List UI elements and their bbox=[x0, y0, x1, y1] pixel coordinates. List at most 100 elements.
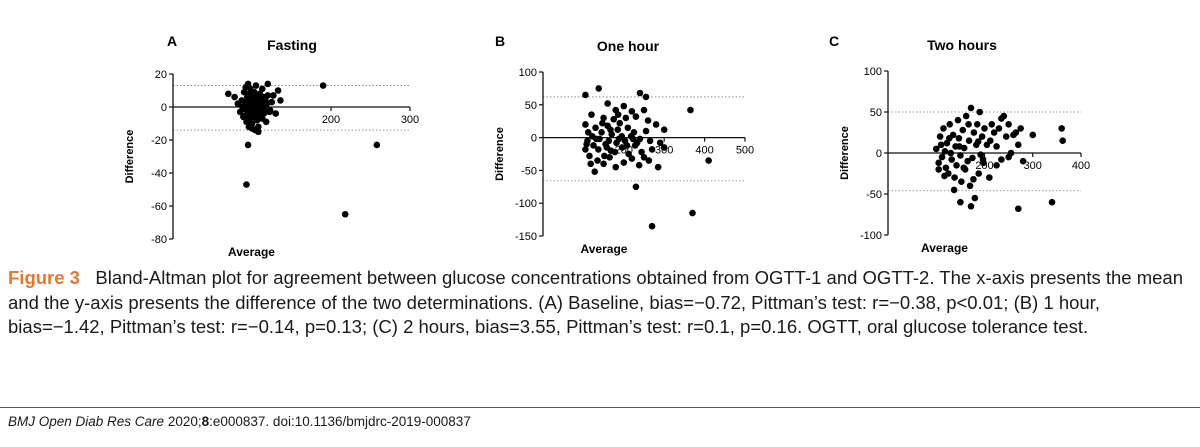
panel-b-data-point bbox=[632, 113, 640, 120]
panel-b-data-point bbox=[629, 135, 637, 143]
panel-b-data-point bbox=[656, 139, 664, 147]
panel-b-y-tick-label: -150 bbox=[515, 231, 537, 243]
panel-c-x-tick-label: 200 bbox=[975, 160, 993, 172]
panel-b-data-point bbox=[595, 85, 603, 92]
panel-c-data-point bbox=[950, 186, 958, 194]
panel-b-data-point bbox=[642, 93, 650, 101]
panel-c-data-point bbox=[946, 121, 954, 128]
panel-a-title: Fasting bbox=[267, 37, 317, 53]
panel-b-data-point bbox=[652, 121, 660, 128]
panel-a-data-point bbox=[264, 92, 272, 99]
panel-a-data-point bbox=[253, 116, 261, 124]
panel-c-data-point bbox=[990, 129, 998, 136]
panel-c-data-point bbox=[1005, 153, 1012, 161]
panel-b-letter: B bbox=[495, 33, 505, 49]
panel-b-data-point bbox=[586, 152, 593, 160]
panel-b-data-point bbox=[614, 111, 622, 118]
panel-b-data-point bbox=[614, 126, 622, 134]
panel-c-y-axis-label: Difference bbox=[839, 126, 851, 180]
panel-b-data-point bbox=[642, 127, 650, 135]
panel-c-data-point bbox=[1005, 121, 1012, 128]
panel-b-data-point bbox=[582, 121, 589, 128]
panel-c-data-point bbox=[977, 151, 984, 158]
footer-divider bbox=[0, 407, 1200, 408]
panel-c-data-point bbox=[1019, 157, 1027, 165]
panel-c-data-point bbox=[998, 156, 1005, 163]
panel-b-data-point bbox=[620, 102, 628, 110]
panel-b-data-point bbox=[628, 108, 636, 115]
panel-a-y-tick-label: -40 bbox=[151, 168, 167, 180]
panel-a-data-point bbox=[264, 80, 272, 88]
panel-c-data-point bbox=[964, 157, 971, 165]
panel-c-data-point bbox=[1017, 125, 1024, 132]
panel-c-data-point bbox=[947, 149, 955, 157]
panel-b-data-point bbox=[620, 159, 628, 166]
panel-c-data-point bbox=[935, 159, 942, 167]
panel-c-data-point bbox=[954, 116, 962, 124]
panel-b-data-point bbox=[644, 117, 652, 124]
panel-a-data-point bbox=[258, 85, 266, 93]
panel-c-data-point bbox=[981, 125, 988, 132]
panel-c-data-point bbox=[955, 134, 963, 142]
panel-b-data-point bbox=[594, 157, 601, 164]
panel-b-y-tick-label: 0 bbox=[531, 133, 537, 145]
panel-b-data-point bbox=[705, 157, 712, 164]
panel-c-data-point bbox=[974, 138, 982, 145]
panel-c-data-point bbox=[993, 162, 1000, 169]
panel-b-data-point bbox=[654, 163, 662, 171]
panel-a-data-point bbox=[373, 141, 381, 149]
panel-a-data-point bbox=[261, 105, 268, 112]
panel-b-y-tick-label: -50 bbox=[521, 165, 537, 177]
panel-c-data-point bbox=[969, 154, 976, 162]
panel-a-data-point bbox=[252, 82, 260, 89]
panel-b-data-point bbox=[638, 148, 645, 156]
panel-c-data-point bbox=[941, 172, 948, 180]
panel-b-data-point bbox=[640, 106, 648, 114]
panel-c-x-axis-label: Average bbox=[921, 241, 968, 255]
panel-c-data-point bbox=[975, 170, 983, 177]
panel-b-data-point bbox=[591, 168, 599, 176]
panel-c-x-tick-label: 400 bbox=[1072, 160, 1090, 172]
panel-a-letter: A bbox=[167, 33, 177, 49]
panel-c-data-point bbox=[941, 148, 949, 155]
panel-b-x-axis-label: Average bbox=[581, 242, 628, 256]
panel-a-data-point bbox=[319, 82, 327, 89]
panel-b-data-point bbox=[606, 153, 613, 161]
panel-b-data-point bbox=[635, 161, 643, 169]
panel-c-data-point bbox=[957, 198, 964, 206]
panel-b-data-point bbox=[648, 222, 656, 230]
panel-a-data-point bbox=[243, 181, 250, 188]
panel-c-data-point bbox=[1002, 133, 1010, 140]
panel-c-data-point bbox=[957, 152, 964, 159]
panel-a-y-tick-label: -20 bbox=[151, 135, 167, 147]
panel-a-data-point bbox=[266, 107, 274, 114]
panel-b-data-point bbox=[632, 183, 640, 191]
panel-c-y-tick-label: 100 bbox=[864, 66, 882, 78]
panel-c-data-point bbox=[970, 175, 977, 183]
panel-b-data-point bbox=[689, 209, 696, 217]
panel-c-data-point bbox=[978, 133, 986, 140]
panel-b-x-tick-label: 400 bbox=[695, 145, 713, 157]
panel-b-data-point bbox=[601, 152, 608, 160]
panel-c-data-point bbox=[942, 164, 950, 172]
panel-b-data-point bbox=[610, 115, 617, 123]
panel-a-data-point bbox=[341, 210, 349, 218]
panel-c-data-point bbox=[943, 139, 951, 147]
panel-a-data-point bbox=[268, 98, 276, 106]
panel-a-y-axis-label: Difference bbox=[124, 130, 136, 184]
panel-c-data-point bbox=[971, 194, 979, 202]
panel-b-data-point bbox=[616, 119, 624, 127]
panel-c-data-point bbox=[967, 104, 975, 112]
panel-a-data-point bbox=[251, 88, 258, 96]
panel-b-data-point bbox=[583, 140, 590, 148]
panel-b-data-point bbox=[646, 137, 654, 145]
panel-b-y-tick-label: 50 bbox=[525, 100, 537, 112]
panel-b-data-point bbox=[598, 129, 605, 136]
panel-b-data-point bbox=[607, 126, 614, 134]
panel-c-data-point bbox=[973, 121, 981, 128]
panel-b-data-point bbox=[600, 160, 607, 168]
panel-b-x-tick-label: 500 bbox=[736, 145, 754, 157]
panel-b-data-point bbox=[624, 124, 632, 132]
figure-caption: Figure 3 Bland-Altman plot for agreement… bbox=[8, 266, 1194, 340]
panel-b-data-point bbox=[615, 135, 623, 143]
